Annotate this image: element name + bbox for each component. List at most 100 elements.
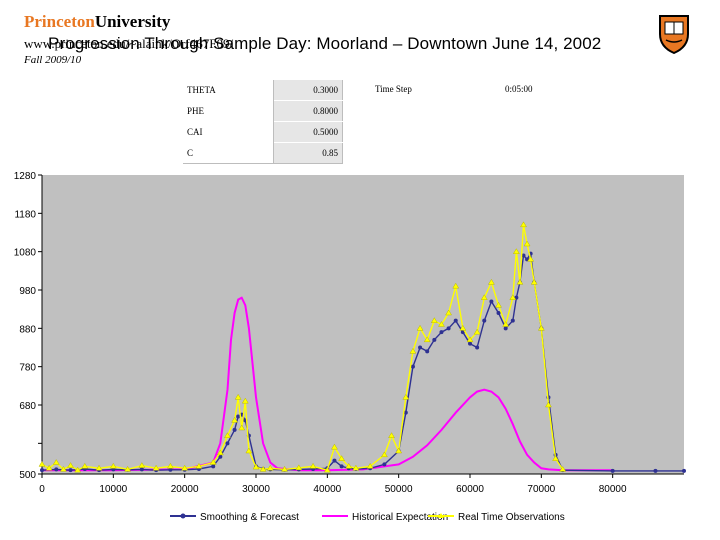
param-row: THETA 0.3000 — [183, 80, 343, 101]
data-point — [281, 465, 288, 472]
y-tick-label: 680 — [19, 401, 36, 412]
data-point — [216, 449, 224, 456]
x-tick-label: 20000 — [171, 484, 199, 495]
data-point — [252, 463, 260, 470]
time-step-label: Time Step — [375, 84, 412, 94]
x-tick-label: 50000 — [385, 484, 413, 495]
data-point — [323, 466, 331, 473]
param-row: C 0.85 — [183, 142, 343, 164]
param-value: 0.3000 — [273, 80, 343, 101]
data-point — [466, 336, 474, 343]
param-row: CAI 0.5000 — [183, 121, 343, 143]
data-point — [430, 317, 438, 323]
data-point — [409, 347, 417, 354]
data-point — [452, 282, 460, 289]
data-point — [259, 465, 267, 472]
data-point — [168, 467, 173, 472]
data-point — [537, 324, 545, 331]
data-point — [527, 255, 535, 262]
data-point — [395, 447, 403, 454]
data-point — [530, 278, 538, 285]
data-point — [139, 467, 144, 472]
y-tick-label: 880 — [19, 324, 36, 335]
data-point — [559, 465, 567, 472]
legend-marker — [180, 513, 186, 519]
data-point — [195, 462, 203, 469]
data-point — [366, 462, 374, 469]
data-point — [459, 324, 467, 331]
data-point — [339, 464, 344, 469]
princeton-shield-icon — [659, 15, 689, 54]
data-point — [95, 464, 103, 471]
data-point — [495, 301, 502, 308]
data-point — [124, 465, 132, 472]
parameter-table: THETA 0.3000 PHE 0.8000 CAI 0.5000 C 0.85 — [183, 80, 343, 164]
data-point — [234, 393, 242, 400]
plot-area — [42, 175, 684, 474]
data-point — [109, 462, 117, 469]
data-point — [138, 462, 146, 468]
data-point — [509, 294, 517, 300]
data-point — [231, 416, 239, 423]
data-point — [489, 299, 494, 304]
data-point — [68, 468, 73, 473]
data-point — [266, 464, 274, 471]
data-point — [295, 464, 303, 471]
data-point — [653, 468, 658, 473]
data-point — [523, 240, 531, 247]
x-tick-label: 40000 — [313, 484, 341, 495]
brand-university: University — [94, 12, 171, 31]
data-point — [520, 221, 527, 228]
x-tick-label: 60000 — [456, 484, 484, 495]
data-point — [81, 462, 89, 469]
data-point — [468, 341, 472, 346]
data-point — [403, 410, 408, 415]
data-point — [380, 451, 388, 458]
data-point — [224, 432, 231, 438]
traffic-chart: 500 680 780 880 980 1080 1180 1280 0 10000 20000 30… — [14, 171, 686, 523]
data-point — [209, 459, 217, 465]
course-url: www.princeton.edu/~alaink/Orf467F09/ — [24, 36, 234, 51]
data-point — [502, 321, 510, 327]
data-point — [545, 401, 552, 408]
data-point — [52, 459, 60, 465]
data-point — [236, 414, 241, 419]
param-key: CAI — [183, 121, 274, 143]
data-point — [331, 443, 338, 450]
data-point — [552, 455, 560, 461]
data-point — [512, 248, 520, 254]
data-point — [74, 466, 82, 473]
data-point — [473, 328, 481, 335]
data-point — [225, 441, 230, 446]
data-point — [475, 345, 480, 350]
x-tick-label: 70000 — [527, 484, 555, 495]
x-tick-label: 80000 — [599, 484, 627, 495]
data-point — [418, 345, 423, 350]
data-point — [388, 432, 395, 438]
data-point — [438, 321, 445, 327]
brand-name: Princeton — [24, 12, 95, 31]
legend-label: Smoothing & Forecast — [200, 512, 299, 523]
data-point — [382, 462, 387, 467]
data-point — [332, 458, 337, 463]
legend-label: Historical Expectation — [352, 512, 448, 523]
param-value: 0.85 — [273, 142, 343, 164]
y-tick-label: 1080 — [14, 248, 37, 259]
data-point — [516, 278, 524, 285]
data-point — [345, 462, 353, 469]
data-point — [416, 324, 424, 331]
data-point — [38, 460, 46, 467]
data-point — [410, 364, 415, 369]
data-point — [45, 464, 53, 471]
data-point — [166, 462, 174, 469]
data-point — [453, 318, 458, 323]
data-point — [54, 467, 59, 472]
y-tick-label: 780 — [19, 363, 36, 374]
data-point — [241, 397, 249, 404]
data-point — [338, 455, 346, 461]
slide-title: Progression Through Sample Day: Moorland… — [48, 34, 602, 53]
data-point — [152, 464, 160, 471]
data-point — [487, 278, 495, 285]
data-point — [445, 309, 453, 316]
param-row: PHE 0.8000 — [183, 100, 343, 122]
